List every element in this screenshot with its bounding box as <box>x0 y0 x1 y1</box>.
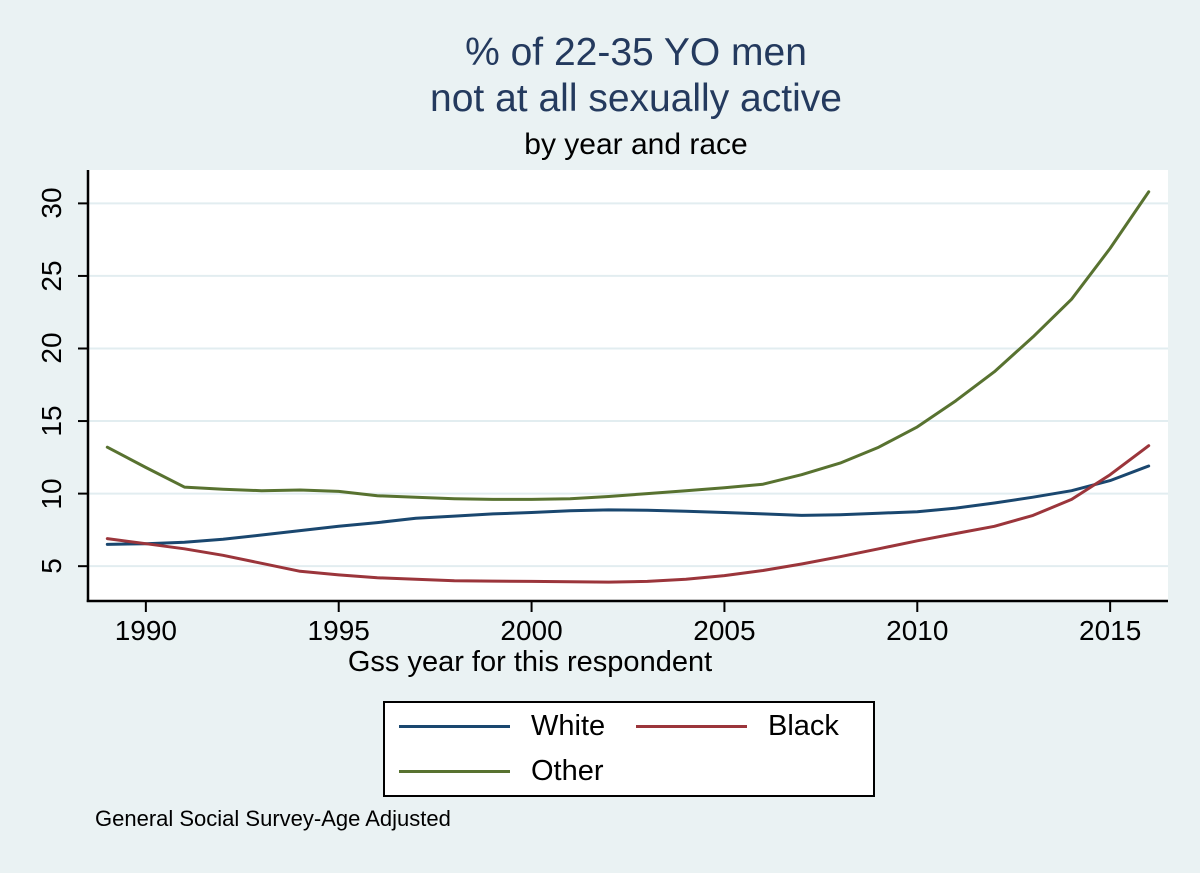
x-tick-label-1995: 1995 <box>307 615 370 646</box>
x-axis-title: Gss year for this respondent <box>347 646 713 678</box>
legend-entry-black: Black <box>636 706 873 748</box>
legend-label-white: White <box>531 710 606 743</box>
y-tick-label-5: 5 <box>36 558 67 574</box>
legend-label-black: Black <box>768 710 839 743</box>
legend-entry-other: Other <box>399 750 636 792</box>
legend-label-other: Other <box>531 754 604 787</box>
y-tick-label-20: 20 <box>36 332 67 365</box>
legend-line-black <box>636 725 747 729</box>
series-line-other <box>105 190 1151 501</box>
y-tick-label-25: 25 <box>36 260 67 292</box>
chart-title-line2: not at all sexually active <box>430 77 842 120</box>
series-line-white <box>105 464 1151 546</box>
x-tick-label-2000: 2000 <box>500 615 563 646</box>
legend-entry-white: White <box>399 706 636 748</box>
chart-title-line1: % of 22-35 YO men <box>465 31 807 74</box>
legend-line-other <box>399 769 510 773</box>
x-tick-label-2015: 2015 <box>1078 615 1142 646</box>
x-tick-label-1990: 1990 <box>114 615 177 646</box>
x-tick-label-2005: 2005 <box>693 615 756 646</box>
chart-subtitle: by year and race <box>524 128 748 161</box>
source-note: General Social Survey-Age Adjusted <box>95 806 451 831</box>
series-line-black <box>105 444 1151 584</box>
chart-title: % of 22-35 YO men not at all sexually ac… <box>430 30 842 122</box>
legend-line-white <box>399 725 510 729</box>
x-tick-label-2010: 2010 <box>886 615 949 646</box>
legend: White Black Other <box>383 701 875 797</box>
y-tick-label-30: 30 <box>36 187 67 219</box>
plot-background <box>88 170 1168 601</box>
y-tick-label-15: 15 <box>36 405 67 437</box>
y-tick-label-10: 10 <box>36 478 67 510</box>
